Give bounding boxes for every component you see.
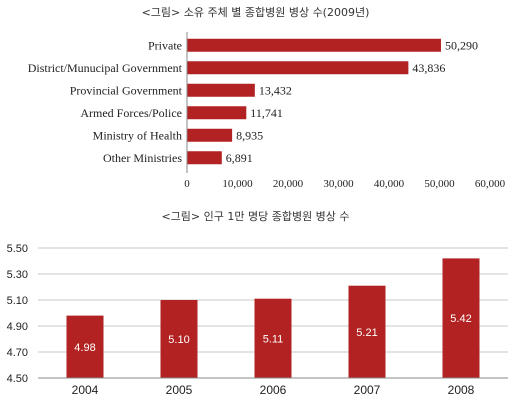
chart1-x-tick-label: 40,000	[374, 178, 405, 190]
chart2-value-label: 5.10	[168, 334, 189, 346]
chart2-x-tick-label: 2005	[166, 383, 193, 397]
chart1-x-tick-label: 30,000	[323, 178, 354, 190]
chart1-x-tick-label: 0	[184, 178, 190, 190]
chart2-bar	[348, 285, 386, 378]
chart1-value-label: 8,935	[236, 128, 263, 142]
chart2-bar	[66, 315, 104, 378]
chart1-bar	[187, 61, 409, 75]
chart2-x-tick-label: 2004	[72, 383, 99, 397]
chart1-bar	[187, 128, 233, 142]
chart1-svg: Private 50,290 District/Munucipal Governme…	[28, 32, 506, 190]
chart2-value-label: 5.21	[356, 327, 377, 339]
chart1-bar	[187, 83, 255, 97]
chart1-value-label: 50,290	[445, 38, 478, 52]
chart1-category-label: Armed Forces/Police	[80, 106, 182, 120]
chart1-category-label: District/Munucipal Government	[28, 61, 183, 75]
chart1-value-label: 13,432	[259, 83, 292, 97]
chart2-bar	[254, 298, 292, 378]
chart2-value-label: 4.98	[74, 342, 95, 354]
chart2-bar	[160, 300, 198, 378]
chart1-value-label: 11,741	[250, 106, 283, 120]
chart1-value-label: 43,836	[412, 61, 445, 75]
chart2-title: <그림> 인구 1만 명당 종합병원 병상 수	[161, 210, 350, 223]
chart1-bar	[187, 151, 222, 165]
chart1-x-tick-label: 50,000	[424, 178, 455, 190]
chart2-x-tick-label: 2007	[354, 383, 381, 397]
chart1-category-label: Ministry of Health	[93, 128, 182, 142]
chart1-category-label: Other Ministries	[103, 151, 182, 165]
chart2-y-tick-label: 4.90	[7, 321, 28, 333]
chart2-y-tick-label: 4.50	[7, 373, 28, 385]
chart2-y-tick-label: 5.30	[7, 269, 28, 281]
chart1-category-label: Private	[148, 38, 182, 52]
chart2-y-tick-label: 5.50	[7, 243, 28, 255]
chart1-category-label: Provincial Government	[70, 83, 183, 97]
chart1-value-label: 6,891	[226, 151, 253, 165]
chart2-x-tick-label: 2006	[260, 383, 287, 397]
chart1-title: <그림> 소유 주체 별 종합병원 병상 수(2009년)	[141, 6, 370, 19]
chart2-value-label: 5.11	[263, 333, 284, 345]
chart2-y-tick-label: 5.10	[7, 295, 28, 307]
chart2-value-label: 5.42	[450, 313, 471, 325]
chart1-x-tick-label: 20,000	[273, 178, 304, 190]
chart1-bar	[187, 106, 247, 120]
chart1-x-tick-label: 60,000	[475, 178, 506, 190]
chart2-x-tick-label: 2008	[448, 383, 475, 397]
chart2-bar	[442, 258, 480, 378]
chart1-bar	[187, 38, 441, 52]
chart1-x-tick-label: 10,000	[222, 178, 253, 190]
chart2-y-tick-label: 4.70	[7, 347, 28, 359]
